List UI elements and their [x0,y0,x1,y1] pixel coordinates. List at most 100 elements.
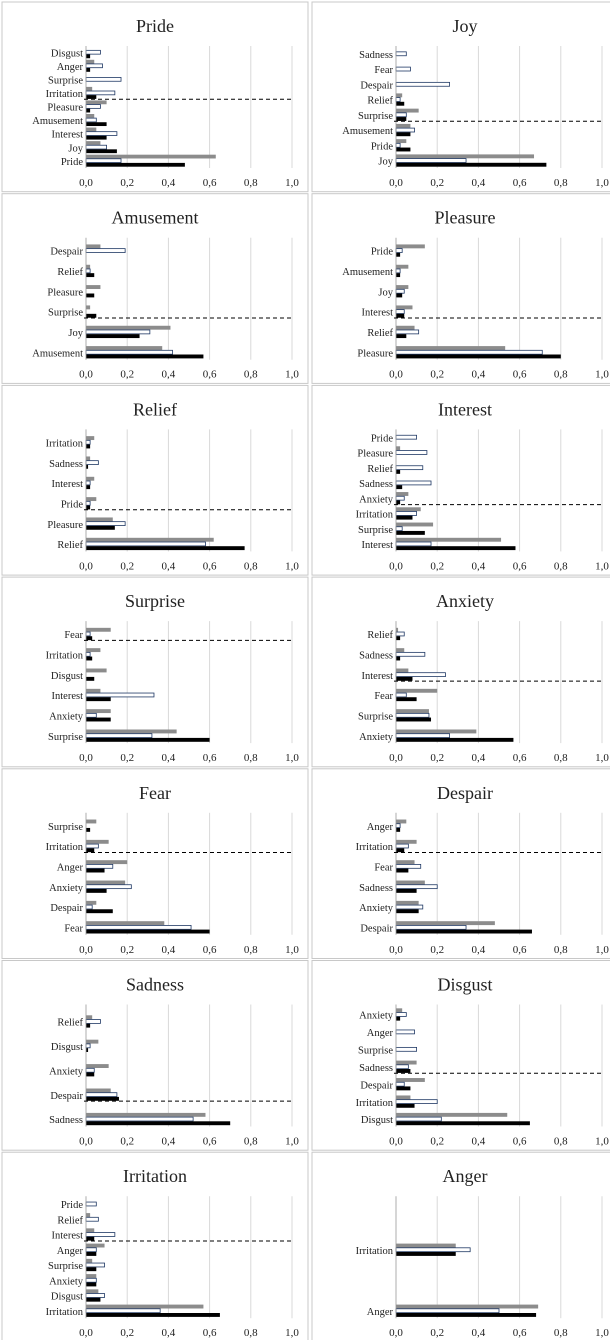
bar-white-surprise [395,712,430,718]
bar-black-irritation [396,1252,456,1256]
bar-black-surprise [86,827,91,832]
bar-black-relief [86,546,245,551]
category-label: Surprise [48,1261,83,1272]
bar-black-disgust [86,54,91,59]
category-label: Interest [52,691,84,702]
category-label: Anxiety [359,903,394,914]
bar-black-interest [396,313,405,318]
bar-black-pleasure [86,525,115,530]
category-label: Anger [367,1307,394,1318]
bar-gray-joy [396,285,409,289]
x-tick-label: 1,0 [595,1327,609,1339]
category-label: Relief [57,1215,83,1226]
bar-white-anxiety [395,495,405,501]
bar-gray-anger [396,1304,539,1309]
bar-gray-surprise [396,108,419,113]
x-tick-label: 0,8 [554,560,568,572]
category-label: Amusement [342,126,393,137]
bar-white-despair [395,925,467,930]
bar-white-interest [85,1232,116,1237]
x-tick-label: 0,6 [203,560,217,572]
bar-white-surprise [85,733,153,739]
bar-white-irritation [395,1247,471,1253]
bar-gray-anxiety [86,880,126,885]
bar-white-interest [85,692,155,698]
bar-gray-anger [86,59,95,64]
x-tick-label: 0,6 [203,1136,217,1148]
bar-gray-sadness [396,648,405,653]
bar-white-pride [395,248,403,253]
panel-pride: Pride 0,0 0,2 0,4 0,6 0,8 1,0 Disgust Anger Surpr… [1,1,309,193]
x-tick-label: 0,6 [513,369,527,381]
panel-anxiety: Anxiety 0,0 0,2 0,4 0,6 0,8 1,0 Relief Sadness In… [311,576,610,768]
bar-gray-fear [396,860,415,865]
x-tick-label: 0,6 [203,369,217,381]
bar-black-joy [86,334,140,339]
bar-white-relief [395,329,420,335]
bar-black-relief [396,636,401,641]
x-tick-label: 0,2 [430,944,444,956]
bar-white-anger [85,864,114,869]
bar-gray-despair [86,1088,111,1093]
category-label: Irritation [46,438,84,449]
bar-black-anxiety [86,888,107,893]
chart-title: Relief [133,399,177,419]
panel-border [1,1,309,193]
chart-title: Sadness [126,975,184,995]
category-label: Surprise [358,1045,393,1056]
category-label: Interest [362,671,394,682]
category-label: Sadness [359,883,393,894]
bar-white-joy [85,329,151,335]
panel-joy: Joy 0,0 0,2 0,4 0,6 0,8 1,0 Sadness Fear Despair R… [311,1,610,193]
bar-white-sadness [395,51,407,57]
panel-pleasure: Pleasure 0,0 0,2 0,4 0,6 0,8 1,0 Pride Amusement… [311,193,610,384]
bar-black-irritation [86,656,93,661]
bar-gray-despair [396,1078,425,1082]
bar-black-sadness [396,1069,411,1073]
bar-gray-disgust [396,1112,508,1117]
category-label: Surprise [48,822,83,833]
bar-gray-relief [86,537,214,542]
bar-white-relief [85,268,91,274]
category-label: Surprise [48,732,83,743]
bar-white-fear [395,692,407,698]
bar-black-anxiety [396,500,401,505]
bar-white-relief [395,97,401,102]
panel-fear: Fear 0,0 0,2 0,4 0,6 0,8 1,0 Surprise Irritation… [1,768,309,959]
category-label: Anger [367,1028,394,1039]
category-label: Anger [57,1246,84,1257]
bar-gray-joy [396,154,535,159]
category-label: Fear [64,924,83,935]
bar-white-sadness [85,1116,194,1122]
panel-surprise: Surprise 0,0 0,2 0,4 0,6 0,8 1,0 Fear Irritation… [1,576,309,768]
bar-white-anxiety [395,733,450,739]
bar-gray-relief [86,1213,91,1217]
bar-black-amusement [396,132,411,137]
bar-black-anxiety [86,717,111,722]
bar-white-sadness [85,460,99,465]
x-tick-label: 1,0 [285,560,299,572]
bar-black-anger [86,868,105,873]
category-label: Disgust [361,1115,393,1126]
bar-black-pride [396,252,401,257]
bar-black-pride [86,505,91,510]
bar-white-disgust [85,49,101,55]
bar-white-sadness [395,884,438,890]
x-tick-label: 0,0 [79,752,93,764]
x-tick-label: 0,6 [203,752,217,764]
bar-gray-interest [396,668,409,673]
bar-black-fear [86,929,210,934]
category-label: Anxiety [359,494,394,505]
bar-gray-pleasure [86,517,113,522]
bar-white-sadness [395,480,432,486]
category-label: Relief [367,464,393,475]
chart-title: Pleasure [435,208,496,228]
category-label: Irritation [46,89,84,100]
bar-white-anxiety [85,884,132,890]
category-label: Interest [52,479,84,490]
bar-black-anger [396,1313,537,1317]
category-label: Surprise [48,76,83,87]
bar-black-anger [86,68,91,72]
category-label: Sadness [359,479,393,490]
